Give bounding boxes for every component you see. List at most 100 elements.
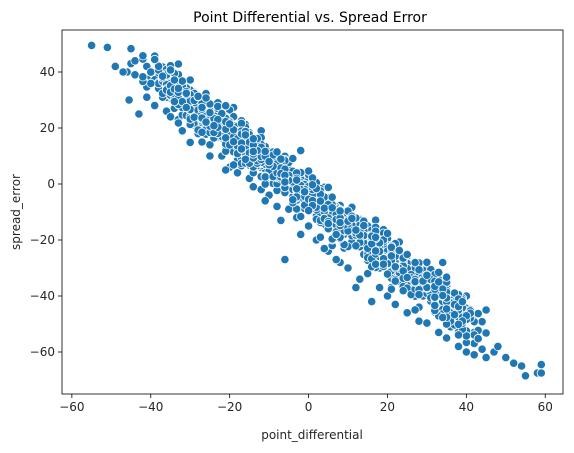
data-point (185, 137, 195, 147)
data-point (221, 101, 231, 111)
data-point (315, 196, 325, 206)
data-point (370, 259, 381, 269)
y-tick-label: 0 (47, 177, 55, 191)
y-tick-label: 20 (40, 121, 55, 135)
data-point (390, 276, 400, 286)
data-point (288, 153, 298, 164)
y-tick-label: −20 (30, 233, 55, 247)
data-point (457, 297, 467, 307)
data-point (296, 146, 306, 156)
data-point (276, 215, 286, 225)
data-point (481, 352, 491, 363)
data-point (276, 154, 286, 164)
data-point (434, 267, 444, 277)
data-point (264, 157, 274, 167)
data-point (370, 232, 381, 242)
x-axis-label: point_differential (261, 428, 363, 442)
data-point (146, 78, 156, 89)
data-point (414, 316, 424, 326)
data-point (221, 165, 231, 175)
data-point (430, 292, 440, 302)
data-point (536, 359, 546, 370)
data-point (469, 350, 479, 360)
data-point (169, 97, 179, 107)
data-point (473, 334, 483, 344)
data-point (205, 151, 215, 161)
data-point (481, 328, 491, 338)
chart-title: Point Differential vs. Spread Error (193, 10, 427, 26)
data-point (386, 242, 396, 252)
data-point (299, 187, 310, 197)
data-point (382, 291, 393, 301)
data-point (394, 245, 404, 255)
data-point (130, 70, 140, 80)
y-tick-label: −40 (30, 289, 55, 303)
data-point (481, 305, 491, 315)
data-point (509, 358, 519, 368)
data-point (422, 257, 432, 267)
data-point (520, 371, 531, 381)
data-point (438, 257, 448, 268)
x-tick-label: 20 (380, 400, 395, 414)
data-point (248, 134, 258, 144)
data-point (87, 40, 97, 51)
data-point (367, 296, 377, 307)
data-point (327, 203, 337, 213)
data-point (351, 241, 361, 251)
x-tick-label: −60 (59, 400, 84, 414)
data-point (150, 54, 160, 65)
data-point (449, 310, 460, 320)
y-axis-label: spread_error (9, 174, 23, 250)
data-point (173, 118, 183, 128)
data-point (355, 274, 365, 284)
data-point (124, 95, 134, 105)
data-point (351, 282, 361, 293)
data-point (390, 299, 400, 309)
y-axis-ticks: −60 −40 −20 0 20 40 (30, 65, 62, 359)
data-point (453, 341, 464, 351)
data-point (292, 175, 302, 185)
x-tick-label: 40 (459, 400, 474, 414)
data-point (307, 180, 318, 190)
data-point (260, 196, 270, 206)
data-point (430, 300, 440, 310)
data-point (296, 211, 306, 222)
data-point (272, 147, 282, 157)
data-point (382, 228, 393, 238)
data-point (390, 262, 400, 272)
data-point (343, 263, 353, 273)
data-point (229, 137, 239, 147)
data-point (374, 282, 385, 293)
data-point (296, 229, 306, 239)
data-point (323, 182, 333, 192)
data-point (221, 133, 231, 143)
data-point (280, 255, 290, 265)
data-point (453, 319, 464, 329)
data-point (410, 257, 420, 268)
x-tick-label: 60 (538, 400, 553, 414)
x-axis-ticks: −60 −40 −20 0 20 40 60 (59, 394, 553, 414)
data-point (138, 72, 148, 82)
data-point (158, 71, 168, 81)
data-point (225, 119, 235, 129)
data-point (410, 277, 420, 287)
data-point (303, 206, 314, 216)
data-point (359, 221, 369, 231)
data-point (441, 304, 452, 314)
data-point (165, 112, 176, 122)
data-point (422, 318, 432, 328)
data-point (363, 268, 373, 279)
data-point (150, 101, 160, 111)
plot-area-frame (61, 29, 564, 395)
data-point (197, 127, 207, 137)
x-tick-label: −20 (217, 400, 242, 414)
data-point (130, 56, 140, 66)
data-point (398, 266, 408, 276)
data-point (169, 75, 179, 85)
data-point (134, 109, 144, 119)
data-point (438, 290, 448, 301)
data-point (335, 217, 345, 228)
data-point (501, 352, 511, 363)
data-point (370, 246, 381, 256)
